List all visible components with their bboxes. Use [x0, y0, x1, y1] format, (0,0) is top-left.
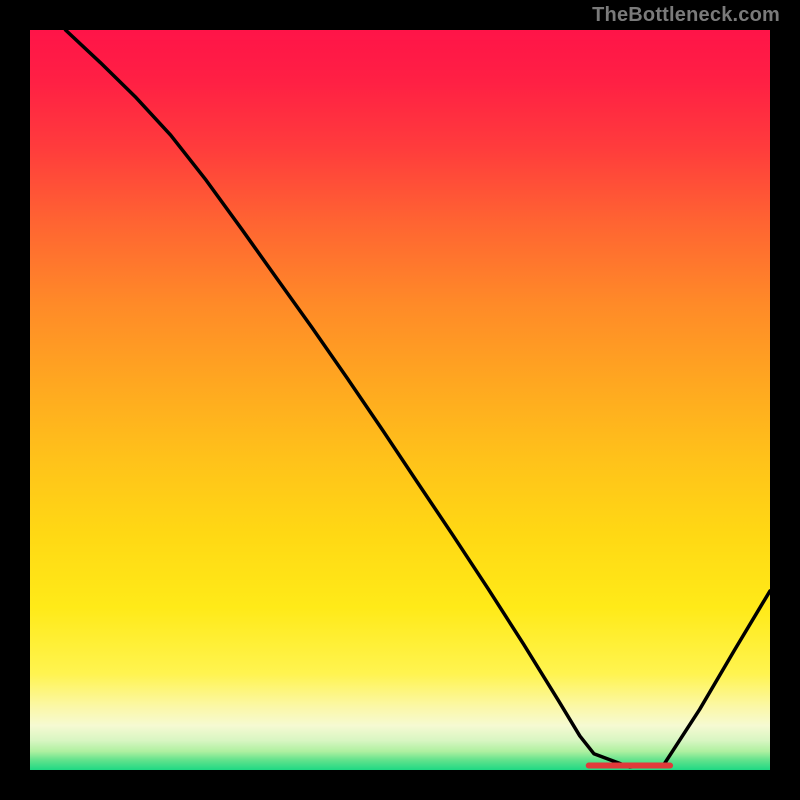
chart-container: TheBottleneck.com: [0, 0, 800, 800]
watermark-text: TheBottleneck.com: [592, 4, 780, 27]
chart-svg: [0, 0, 800, 800]
plot-gradient-background: [30, 30, 770, 770]
